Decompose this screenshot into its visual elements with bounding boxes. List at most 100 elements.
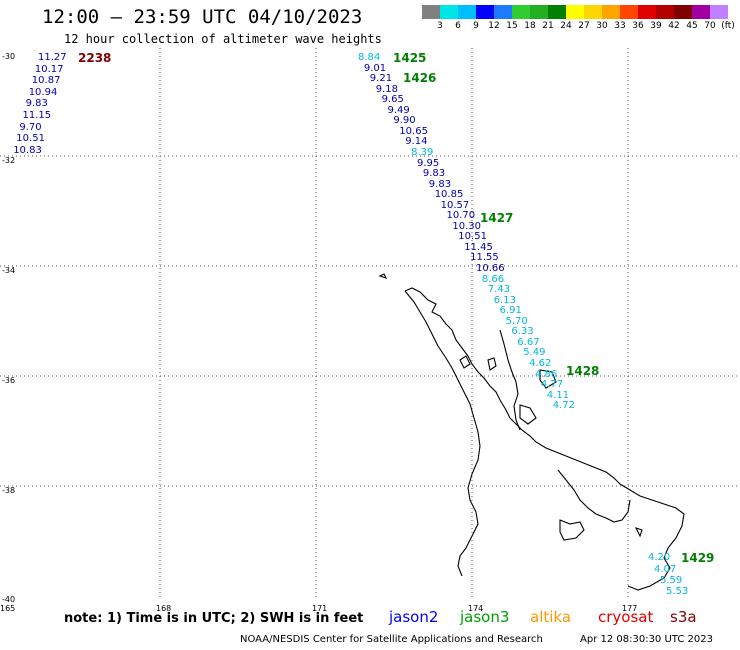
longitude-label: 168 [156, 604, 172, 613]
scale-swatch [656, 5, 674, 19]
island-5 [378, 273, 388, 279]
wave-height-value: 11.27 [38, 52, 67, 63]
wave-height-value: 4.62 [529, 357, 552, 369]
wave-height-value: 9.01 [363, 62, 387, 74]
latitude-label: -34 [2, 266, 16, 275]
latitude-label: -30 [2, 52, 16, 61]
scale-swatch [602, 5, 620, 19]
island-7 [634, 527, 643, 538]
north-island-northland [404, 287, 621, 485]
east-cape [619, 483, 685, 591]
wave-height-value: 6.67 [517, 336, 540, 348]
wave-height-value: 10.70 [446, 210, 476, 222]
wave-height-value: 10.87 [31, 75, 61, 87]
scale-label: 33 [614, 21, 626, 31]
scale-label: 42 [668, 21, 680, 31]
wave-height-value: 8.39 [411, 146, 434, 158]
wave-height-value: 6.13 [493, 294, 516, 306]
map-title: 12:00 — 23:59 UTC 04/10/2023 [42, 6, 363, 28]
scale-swatch [548, 5, 566, 19]
island-1 [559, 519, 585, 541]
scale-label: 70 [704, 21, 716, 31]
scale-label: 6 [455, 21, 461, 31]
wave-height-value: 4.86 [535, 368, 558, 380]
island-6 [487, 357, 497, 371]
wave-height-value: 5.59 [660, 575, 683, 586]
coastline [378, 273, 685, 591]
track-time-label: 1428 [566, 364, 600, 378]
wave-height-value: 9.65 [381, 94, 404, 106]
wave-height-value: 10.65 [399, 125, 428, 137]
wave-height-value: 9.18 [375, 83, 398, 95]
island-4 [459, 355, 471, 369]
wave-height-value: 11.45 [464, 241, 493, 253]
wave-height-value: 5.49 [523, 347, 546, 359]
wave-height-value: 11.55 [470, 252, 499, 264]
wave-height-value: 7.43 [487, 284, 511, 296]
wave-height-value: 5.53 [666, 586, 689, 597]
scale-label: (ft) [721, 21, 735, 31]
latitude-label: -40 [2, 595, 16, 604]
scale-swatch [638, 5, 656, 19]
scale-label: 3 [437, 21, 443, 31]
scale-swatch [584, 5, 602, 19]
wave-height-value: 10.94 [28, 86, 58, 98]
wave-height-value: 4.72 [552, 400, 575, 412]
wave-height-value: 10.17 [34, 63, 64, 75]
scale-swatch [692, 5, 710, 19]
longitude-label: 174 [468, 604, 484, 613]
scale-label: 30 [596, 21, 608, 31]
wave-height-value: 6.91 [499, 305, 522, 317]
track-time-label: 1429 [681, 551, 715, 565]
scale-swatch [440, 5, 458, 19]
scale-swatch [674, 5, 692, 19]
scale-label: 36 [632, 21, 644, 31]
wave-height-value: 10.57 [440, 199, 470, 211]
scale-label: 9 [473, 21, 479, 31]
satellite-label: cryosat [598, 608, 654, 626]
scale-label: 39 [650, 21, 662, 31]
wave-height-value: 10.83 [13, 144, 42, 156]
satellite-label: jason2 [389, 608, 439, 626]
wave-height-value: 10.66 [476, 263, 505, 274]
color-scale-bar [422, 5, 728, 19]
wave-height-value: 9.83 [422, 168, 446, 180]
wave-height-value: 9.90 [393, 115, 416, 127]
wave-height-value: 9.70 [19, 121, 42, 133]
scale-label: 18 [524, 21, 536, 31]
scale-swatch [422, 5, 440, 19]
color-scale-labels: 3 6 9 12 15 18 21 24 27 30 33 36 39 42 45 70 (ft) [422, 21, 737, 31]
legend-note: note: 1) Time is in UTC; 2) SWH is in fe… [64, 611, 364, 626]
wave-height-value: 8.84 [358, 52, 381, 63]
wave-height-value: 10.51 [16, 133, 45, 145]
wave-height-value: 9.95 [417, 157, 440, 169]
wave-height-value: 10.51 [458, 231, 487, 243]
wave-height-value: 10.85 [434, 189, 464, 201]
hawke-bay [557, 469, 631, 523]
track-time-label: 1427 [480, 211, 514, 225]
wave-height-value: 6.33 [511, 326, 534, 338]
latitude-label: -38 [2, 486, 16, 495]
wave-height-value: 9.83 [428, 178, 452, 190]
scale-label: 45 [686, 21, 698, 31]
footer-credit: NOAA/NESDIS Center for Satellite Applica… [240, 634, 543, 645]
north-island-west [404, 290, 481, 577]
footer-timestamp: Apr 12 08:30:30 UTC 2023 [580, 634, 713, 645]
track-time-label: 1425 [393, 51, 427, 65]
scale-label: 21 [542, 21, 554, 31]
scale-swatch [530, 5, 548, 19]
longitude-label: 171 [312, 604, 328, 613]
wave-height-value: 5.70 [505, 315, 528, 327]
wave-height-value: 4.11 [546, 389, 570, 401]
longitude-label: 177 [622, 604, 638, 613]
scale-swatch [710, 5, 728, 19]
longitude-label: 165 [0, 604, 16, 613]
scale-label: 27 [578, 21, 590, 31]
map-subtitle: 12 hour collection of altimeter wave hei… [64, 32, 382, 46]
wave-height-value: 9.49 [387, 104, 410, 116]
track-time-label: 1426 [403, 71, 437, 85]
coromandel [499, 329, 521, 431]
wave-height-value: 9.14 [405, 136, 428, 148]
satellite-label: jason3 [460, 608, 510, 626]
